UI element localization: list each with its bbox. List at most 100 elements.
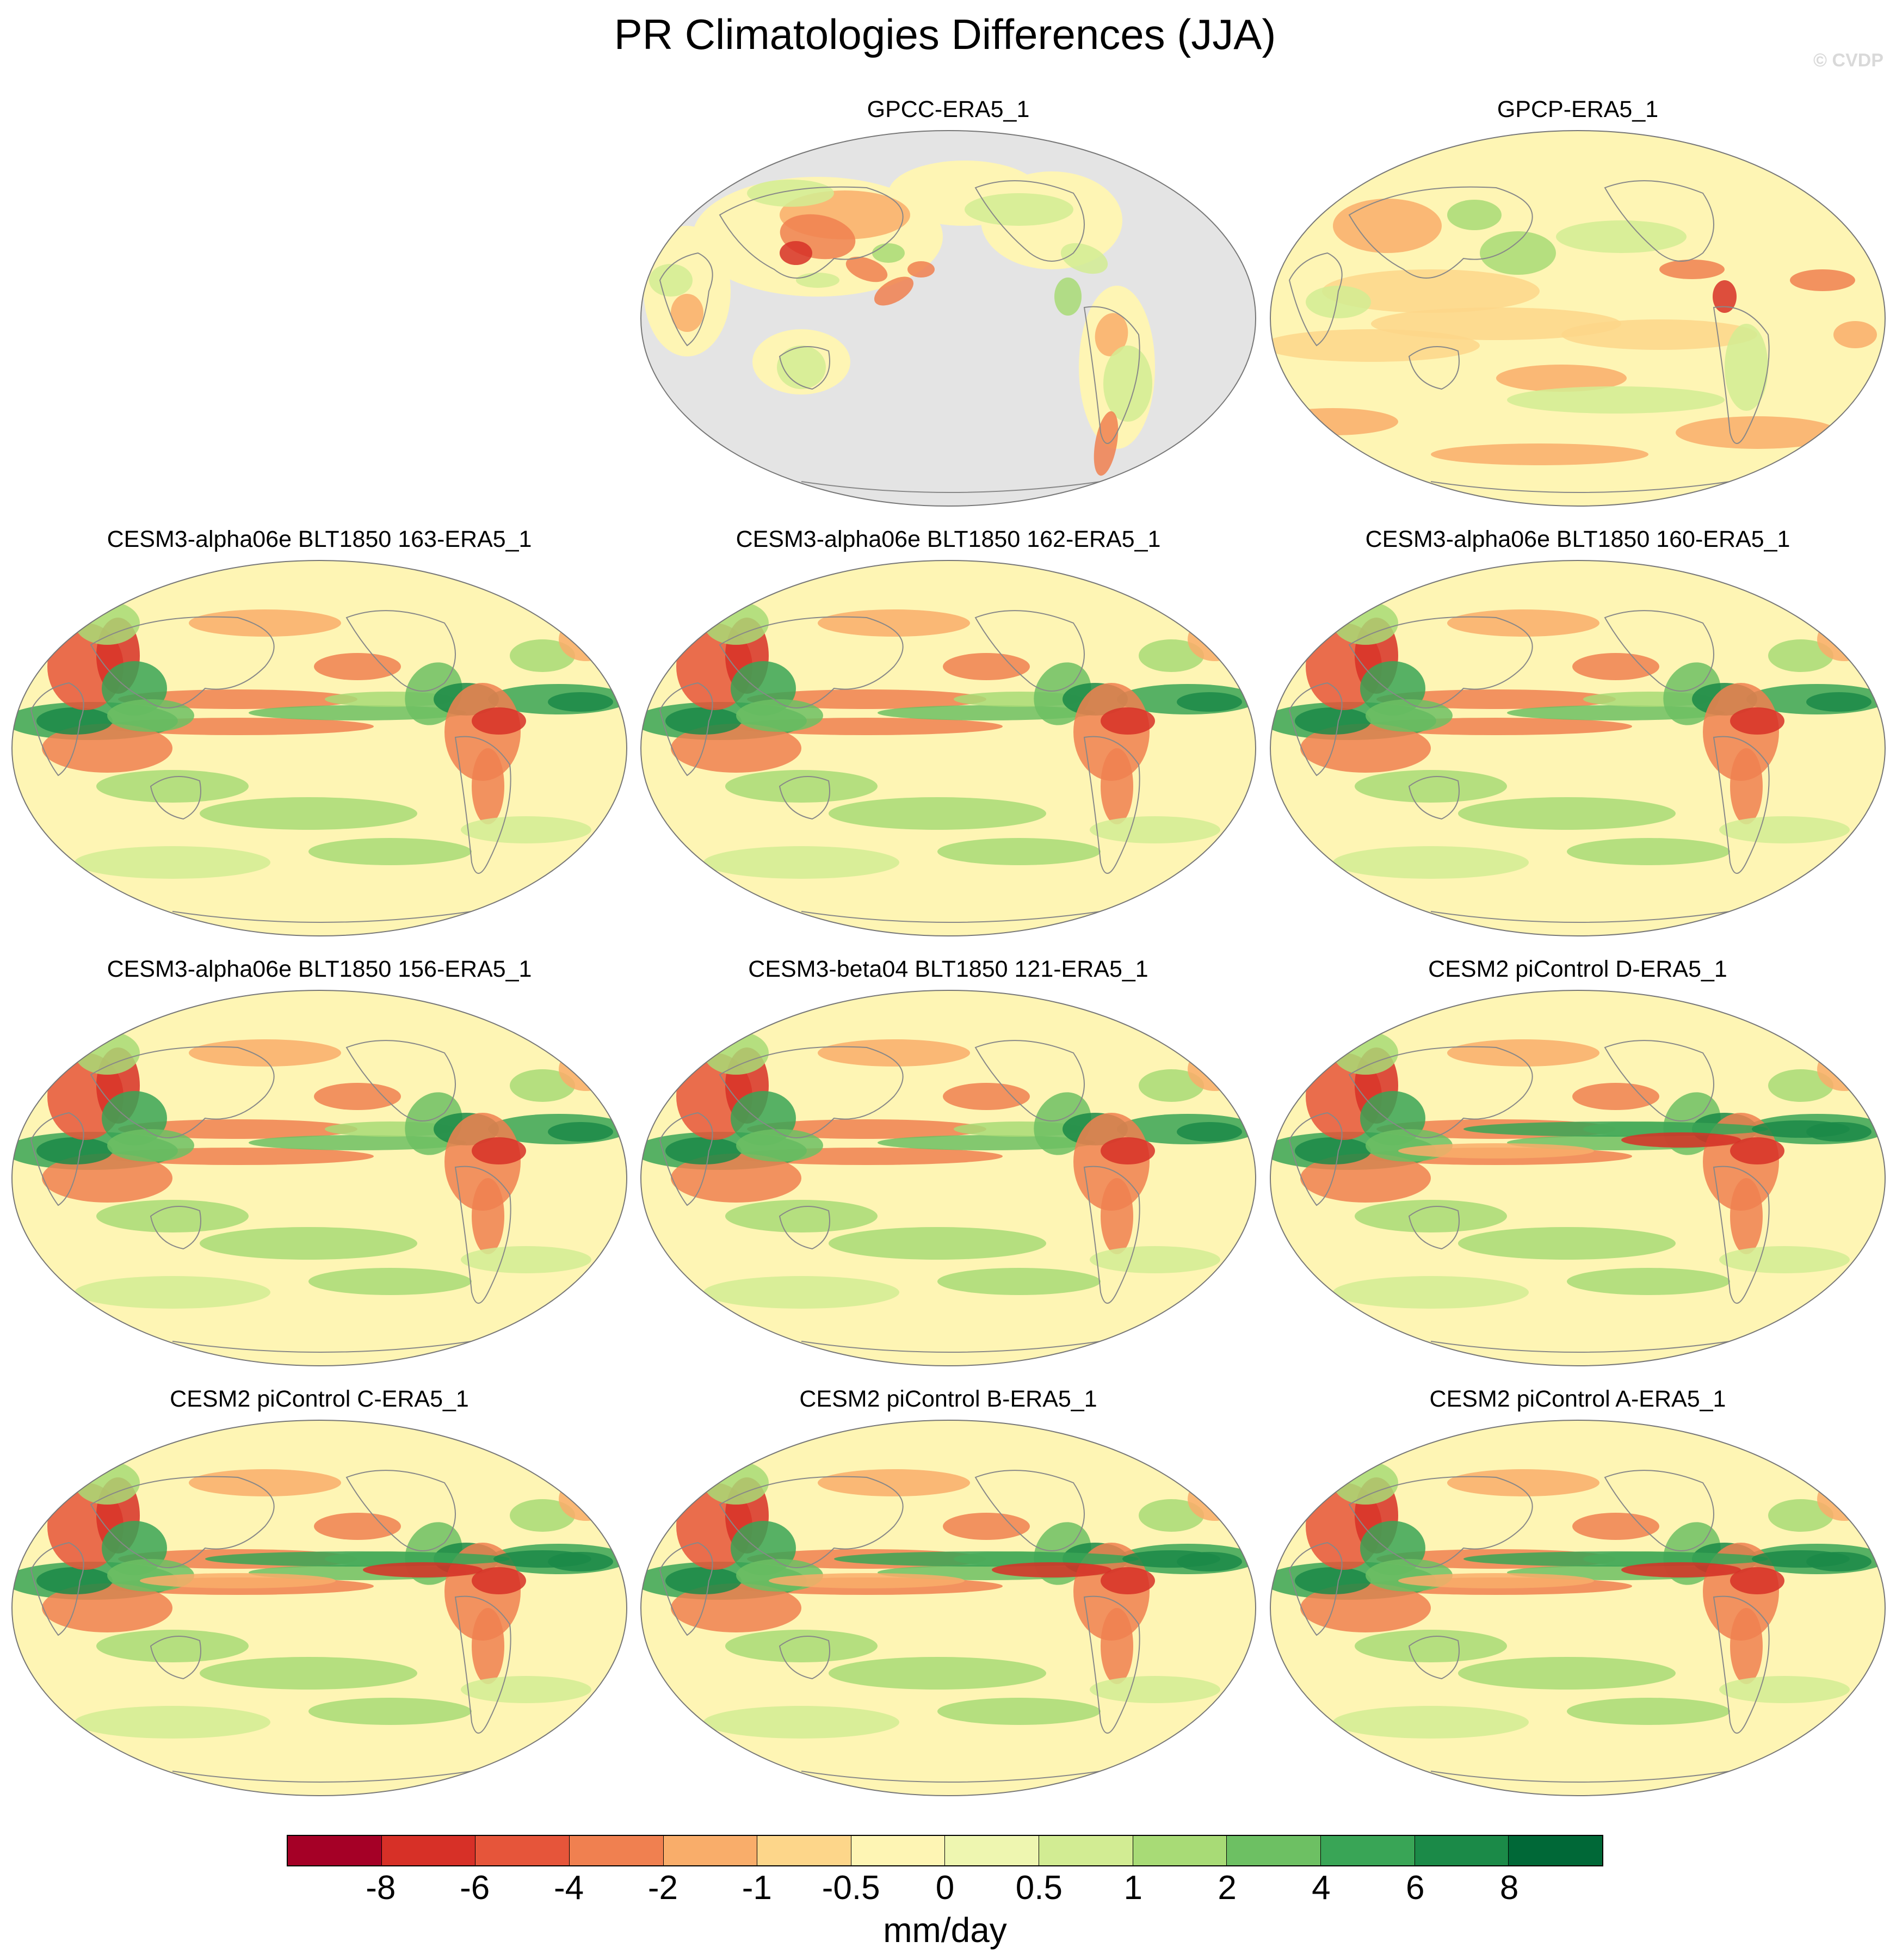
anomaly-region — [725, 1200, 878, 1232]
anomaly-region — [472, 1178, 504, 1254]
anomaly-region — [1659, 260, 1725, 279]
anomaly-region — [472, 707, 526, 735]
coastline — [1083, 306, 1140, 444]
coastline — [172, 911, 472, 923]
colorbar-swatch — [1227, 1836, 1321, 1865]
anomaly-region — [1752, 1120, 1850, 1138]
anomaly-region — [1480, 231, 1556, 275]
anomaly-region — [777, 346, 826, 389]
anomaly-region — [1355, 1630, 1507, 1662]
colorbar-swatch — [1321, 1836, 1415, 1865]
coastline — [779, 1206, 830, 1250]
colorbar-tick-label: 6 — [1406, 1869, 1425, 1907]
anomaly-region — [1621, 1562, 1741, 1577]
map-panel: CESM2 piControl B-ERA5_1 — [638, 1385, 1258, 1798]
map-panel: CESM2 piControl D-ERA5_1 — [1268, 955, 1888, 1369]
anomaly-region — [75, 1706, 270, 1739]
anomaly-region — [308, 1698, 472, 1725]
anomaly-region — [1496, 365, 1627, 392]
colorbar-tick-label: -1 — [742, 1869, 772, 1907]
anomaly-region — [1556, 220, 1687, 253]
coastline — [1348, 1046, 1533, 1138]
map-panel-title: CESM3-alpha06e BLT1850 160-ERA5_1 — [1365, 526, 1790, 552]
anomaly-region — [845, 256, 888, 282]
colorbar-tick-label: -6 — [460, 1869, 490, 1907]
anomaly-region — [834, 1551, 1139, 1567]
anomaly-region — [189, 609, 341, 637]
anomaly-region — [665, 1137, 742, 1164]
map-panel-title: CESM3-beta04 BLT1850 121-ERA5_1 — [748, 956, 1148, 982]
anomaly-region — [671, 1154, 801, 1203]
anomaly-region — [1463, 1121, 1768, 1137]
anomaly-region — [36, 1567, 113, 1594]
anomaly-region — [1295, 1137, 1371, 1164]
coastline — [345, 1470, 456, 1551]
anomaly-region — [493, 1550, 591, 1568]
anomaly-region — [107, 1129, 194, 1162]
anomaly-region — [1306, 286, 1371, 318]
anomaly-region — [829, 1227, 1046, 1260]
anomaly-region — [736, 699, 823, 732]
map-panel: CESM3-alpha06e BLT1850 163-ERA5_1 — [9, 525, 629, 939]
coastline — [801, 911, 1101, 923]
anomaly-region — [1101, 707, 1155, 735]
map-border — [640, 990, 1256, 1366]
anomaly-region — [107, 699, 194, 732]
coastline — [172, 1771, 472, 1783]
anomaly-region — [1122, 1550, 1220, 1568]
map-panel-title: CESM3-alpha06e BLT1850 163-ERA5_1 — [107, 526, 532, 552]
colorbar-swatch — [1133, 1836, 1227, 1865]
anomaly-region — [872, 243, 905, 263]
anomaly-region — [1295, 1567, 1371, 1594]
anomaly-region — [472, 1608, 504, 1684]
coastline — [90, 1046, 275, 1138]
anomaly-region — [1431, 443, 1648, 465]
world-map — [640, 560, 1256, 936]
anomaly-region — [1719, 1246, 1850, 1273]
coastline — [30, 682, 84, 776]
anomaly-region — [1572, 1513, 1659, 1540]
anomaly-region — [1768, 639, 1833, 672]
coastline — [779, 346, 830, 390]
colorbar — [287, 1835, 1603, 1866]
anomaly-region — [75, 846, 270, 879]
coastline — [1713, 1595, 1770, 1734]
cvdp-watermark: © CVDP — [1813, 50, 1883, 71]
anomaly-region — [1295, 707, 1371, 735]
anomaly-region — [1101, 1137, 1155, 1164]
world-map — [1270, 130, 1886, 507]
anomaly-region — [189, 1039, 341, 1067]
colorbar-tick-label: 0.5 — [1015, 1869, 1063, 1907]
coastline — [801, 1341, 1101, 1353]
map-background — [641, 990, 1256, 1366]
anomaly-region — [1366, 699, 1453, 732]
colorbar-swatch — [851, 1836, 946, 1865]
coastline — [1604, 1470, 1714, 1551]
map-border — [640, 1420, 1256, 1796]
coastline — [719, 1046, 904, 1138]
anomaly-region — [1270, 329, 1480, 362]
anomaly-region — [671, 724, 801, 773]
colorbar-tick-label: 8 — [1499, 1869, 1519, 1907]
colorbar-swatch — [381, 1836, 476, 1865]
world-map — [1270, 560, 1886, 936]
anomaly-region — [829, 797, 1046, 830]
anomaly-region — [1300, 724, 1431, 773]
coastline — [974, 180, 1085, 262]
coastline — [974, 610, 1085, 692]
coastline — [801, 1771, 1101, 1783]
anomaly-region — [943, 1083, 1030, 1110]
anomaly-region — [1719, 1676, 1850, 1703]
coastline — [1408, 1206, 1460, 1250]
anomaly-region — [780, 241, 812, 265]
anomaly-region — [1139, 1069, 1204, 1102]
map-background — [12, 560, 627, 936]
anomaly-region — [42, 1583, 172, 1632]
anomaly-region — [96, 1200, 249, 1232]
coastline — [659, 1542, 713, 1636]
anomaly-region — [1139, 639, 1204, 672]
anomaly-region — [937, 838, 1101, 865]
anomaly-region — [1676, 416, 1839, 449]
world-map — [640, 990, 1256, 1366]
colorbar-tick-label: 1 — [1123, 1869, 1142, 1907]
